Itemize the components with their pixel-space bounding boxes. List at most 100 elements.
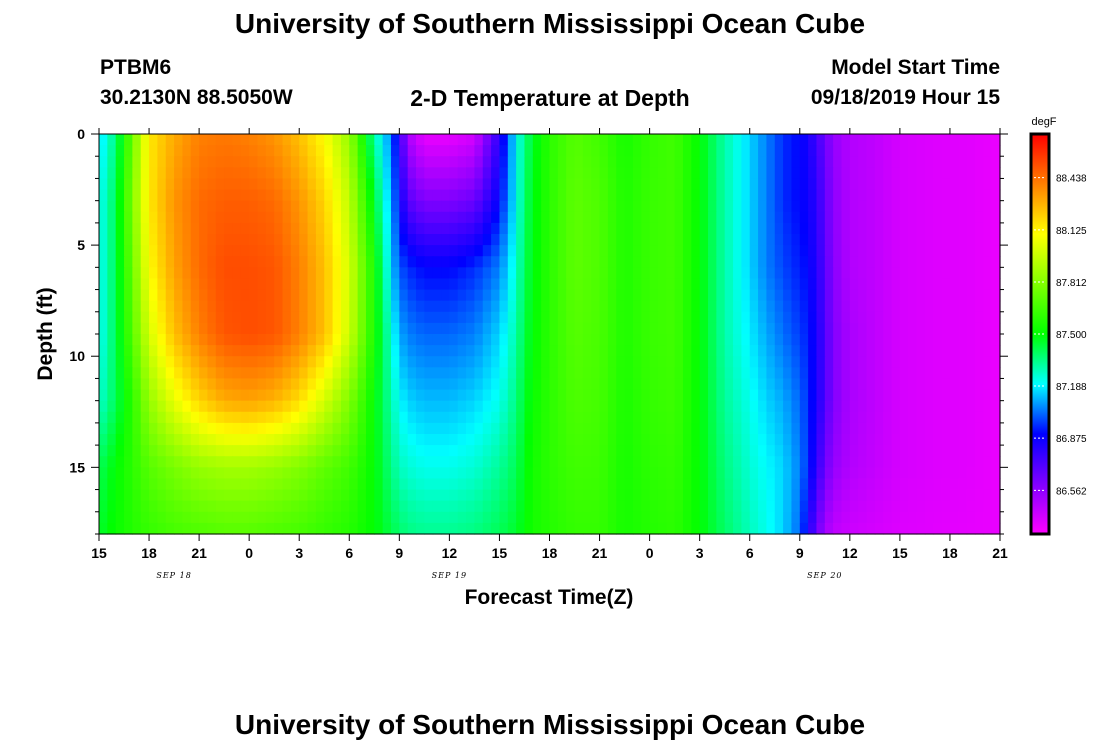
heatmap-cell xyxy=(641,334,651,346)
heatmap-cell xyxy=(899,478,909,491)
heatmap-cell xyxy=(833,322,843,335)
heatmap-cell xyxy=(741,300,751,313)
heatmap-cell xyxy=(908,289,918,302)
heatmap-cell xyxy=(908,445,918,457)
heatmap-cell xyxy=(491,378,501,391)
heatmap-cell xyxy=(382,278,392,291)
heatmap-cell xyxy=(149,378,158,391)
heatmap-cell xyxy=(374,367,384,380)
heatmap-cell xyxy=(741,467,751,480)
heatmap-cell xyxy=(824,167,834,180)
heatmap-cell xyxy=(549,345,559,357)
heatmap-cell xyxy=(949,145,959,157)
heatmap-cell xyxy=(115,211,125,224)
heatmap-cell xyxy=(607,200,617,213)
heatmap-cell xyxy=(249,445,259,457)
heatmap-cell xyxy=(758,378,767,391)
heatmap-cell xyxy=(808,156,818,168)
heatmap-cell xyxy=(232,511,242,524)
heatmap-cell xyxy=(624,400,634,413)
heatmap-cell xyxy=(816,189,826,202)
heatmap-cell xyxy=(983,134,993,146)
heatmap-cell xyxy=(399,211,409,224)
heatmap-cell xyxy=(374,334,384,346)
heatmap-cell xyxy=(816,434,826,446)
heatmap-cell xyxy=(824,478,834,491)
heatmap-cell xyxy=(524,522,534,535)
heatmap-cell xyxy=(249,367,259,380)
heatmap-cell xyxy=(991,422,1001,435)
heatmap-cell xyxy=(657,411,667,424)
heatmap-cell xyxy=(516,222,526,235)
heatmap-cell xyxy=(332,389,342,402)
heatmap-cell xyxy=(416,311,425,324)
heatmap-cell xyxy=(290,356,300,368)
heatmap-cell xyxy=(666,156,676,168)
heatmap-cell xyxy=(849,278,859,291)
x-tick-label: 15 xyxy=(892,545,908,561)
heatmap-cell xyxy=(874,511,884,524)
heatmap-cell xyxy=(382,267,392,280)
heatmap-cell xyxy=(674,345,684,357)
heatmap-cell xyxy=(783,289,793,302)
heatmap-cell xyxy=(524,267,534,280)
heatmap-cell xyxy=(657,334,667,346)
heatmap-cell xyxy=(808,289,818,302)
heatmap-cell xyxy=(949,467,959,480)
heatmap-cell xyxy=(791,167,801,180)
heatmap-cell xyxy=(190,511,200,524)
heatmap-cell xyxy=(833,311,843,324)
heatmap-cell xyxy=(766,245,776,257)
heatmap-cell xyxy=(783,489,793,502)
heatmap-cell xyxy=(332,322,342,335)
heatmap-cell xyxy=(99,434,108,446)
heatmap-cell xyxy=(549,489,559,502)
heatmap-cell xyxy=(933,367,943,380)
heatmap-cell xyxy=(883,222,893,235)
heatmap-cell xyxy=(641,311,651,324)
heatmap-cell xyxy=(374,500,384,513)
heatmap-cell xyxy=(424,167,434,180)
heatmap-cell xyxy=(132,200,142,213)
heatmap-cell xyxy=(758,189,767,202)
heatmap-cell xyxy=(541,167,551,180)
x-tick-label: 3 xyxy=(696,545,704,561)
heatmap-cell xyxy=(599,311,609,324)
heatmap-cell xyxy=(891,345,901,357)
heatmap-cell xyxy=(874,211,884,224)
heatmap-cell xyxy=(949,178,959,191)
heatmap-cell xyxy=(833,222,843,235)
heatmap-cell xyxy=(632,434,642,446)
heatmap-cell xyxy=(924,167,934,180)
heatmap-cell xyxy=(240,300,250,313)
heatmap-cell xyxy=(507,200,517,213)
heatmap-cell xyxy=(674,167,684,180)
heatmap-cell xyxy=(449,456,459,468)
heatmap-cell xyxy=(607,378,617,391)
heatmap-cell xyxy=(466,267,476,280)
heatmap-cell xyxy=(724,389,734,402)
heatmap-cell xyxy=(741,189,751,202)
heatmap-cell xyxy=(708,489,717,502)
heatmap-cell xyxy=(232,222,242,235)
heatmap-cell xyxy=(257,156,267,168)
heatmap-cell xyxy=(240,245,250,257)
heatmap-cell xyxy=(149,322,158,335)
heatmap-cell xyxy=(190,256,200,268)
heatmap-cell xyxy=(616,389,626,402)
heatmap-cell xyxy=(741,511,751,524)
heatmap-cell xyxy=(441,489,450,502)
x-tick-label: 18 xyxy=(141,545,157,561)
heatmap-cell xyxy=(766,434,776,446)
heatmap-cell xyxy=(582,411,592,424)
heatmap-cell xyxy=(182,145,192,157)
heatmap-cell xyxy=(974,445,984,457)
heatmap-cell xyxy=(549,434,559,446)
heatmap-cell xyxy=(799,422,809,435)
heatmap-cell xyxy=(649,278,659,291)
heatmap-cell xyxy=(591,311,601,324)
heatmap-cell xyxy=(449,156,459,168)
heatmap-cell xyxy=(441,256,450,268)
heatmap-cell xyxy=(474,467,484,480)
heatmap-cell xyxy=(749,400,759,413)
